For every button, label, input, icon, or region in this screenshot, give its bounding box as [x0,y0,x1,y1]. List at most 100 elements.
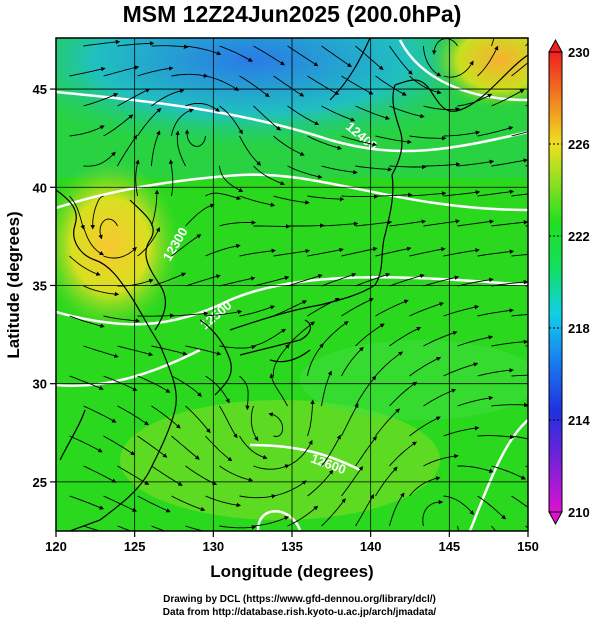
streamline [69,435,103,453]
streamline [219,344,257,350]
x-axis: 120 125 130 135 140 145 150 [45,531,539,554]
streamline [375,246,412,257]
streamline [171,435,200,460]
streamline [355,435,377,467]
streamline [185,45,222,56]
map-plot: 12400 12300 12500 12600 [56,38,528,531]
streamline [253,224,291,229]
streamline [321,498,346,527]
streamline [511,253,528,257]
streamline [171,108,194,137]
colorbar-tick-label: 226 [568,137,590,152]
streamline [375,351,404,377]
streamline [287,439,313,467]
y-tick-label: 30 [33,377,47,392]
streamline [272,343,290,377]
streamline [83,285,120,297]
streamline [355,165,393,172]
streamline [341,135,378,147]
streamline [423,330,458,347]
streamline [151,525,167,531]
streamline [184,129,206,147]
streamline [268,412,284,438]
streamline [457,395,494,407]
streamline [205,192,242,200]
y-axis: 25 30 35 40 45 [33,82,56,490]
streamline [321,434,341,467]
streamline [253,464,290,470]
streamline [83,525,101,531]
x-axis-label: Longitude (degrees) [210,562,373,581]
streamline [409,135,447,141]
streamline [117,134,138,167]
streamline [423,162,461,167]
streamline [307,247,344,257]
streamline [477,434,515,440]
streamline [307,469,334,497]
streamline [389,327,422,347]
streamline [273,75,305,97]
streamline [273,195,310,205]
streamline [219,465,254,482]
streamline [375,466,398,497]
streamline [355,494,375,527]
streamline [287,223,325,228]
streamline [457,335,494,347]
streamline [491,38,495,47]
streamline [307,343,324,377]
colorbar-tick-label: 210 [568,505,590,520]
streamline [151,189,160,227]
streamline [83,405,117,423]
streamline [219,45,253,62]
streamline [511,131,528,137]
grid-lines [56,38,528,531]
streamline [137,108,162,137]
streamline [409,247,446,257]
colorbar-tick-label: 222 [568,229,590,244]
streamline [103,65,140,77]
streamline [457,277,494,287]
streamline [83,225,105,256]
streamline [389,492,405,527]
streamline [219,405,238,439]
streamline [375,192,413,198]
streamline [375,75,407,96]
streamline [171,311,209,317]
y-axis-label: Latitude (degrees) [4,211,23,358]
streamline [151,345,188,356]
streamline [117,465,150,485]
streamline [355,105,391,120]
streamline [239,435,268,460]
streamline [69,195,85,230]
chart-title: MSM 12Z24Jun2025 (200.0hPa) [123,1,462,27]
streamline [137,495,171,513]
streamline [151,130,161,167]
streamline [511,435,528,440]
streamline [457,465,494,474]
streamline [253,516,290,527]
streamline [409,356,442,377]
streamline [273,300,308,317]
streamline [103,315,141,323]
streamline [321,321,349,347]
low-speed-region [56,38,510,150]
streamline [205,75,240,91]
streamline [69,125,105,137]
streamline [321,221,359,227]
credit-drawing: Drawing by DCL (https://www.gfd-dennou.o… [163,594,436,605]
streamline [457,159,495,167]
streamline [423,219,461,227]
streamline [137,227,160,257]
streamline [219,220,257,227]
credit-data: Data from http://database.rish.kyoto-u.a… [162,607,437,618]
streamline [90,195,104,230]
streamline [341,246,378,257]
streamline [321,45,352,68]
streamline [355,375,377,407]
x-tick-label: 125 [124,539,146,554]
streamline [491,402,528,408]
streamline [511,495,528,508]
streamline [491,158,528,167]
streamline [239,248,276,257]
streamline [253,165,285,186]
